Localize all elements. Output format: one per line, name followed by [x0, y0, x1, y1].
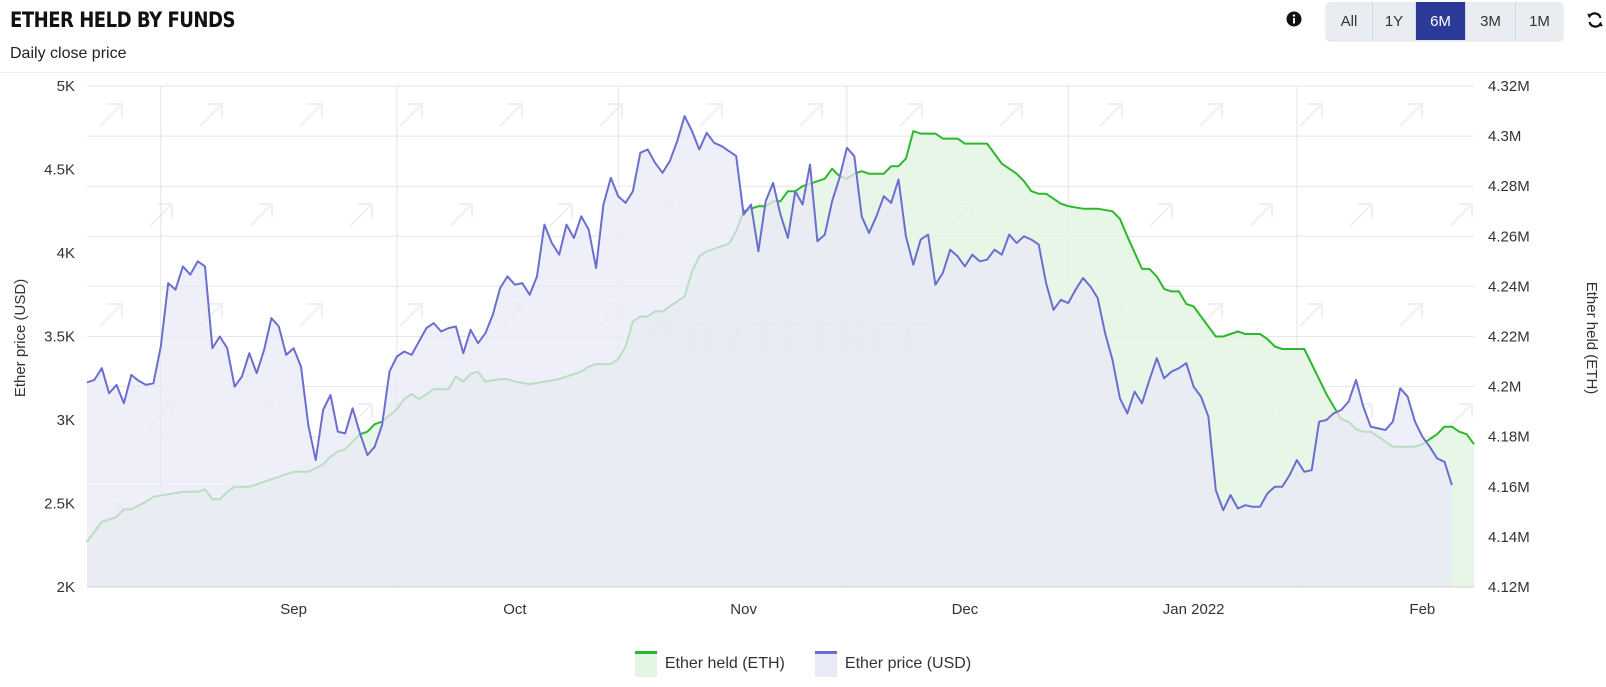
- range-button-3m[interactable]: 3M: [1466, 2, 1516, 40]
- series-line: [86, 115, 1453, 512]
- legend: Ether held (ETH) Ether price (USD): [0, 648, 1606, 680]
- y-left-tick-label: 5K: [57, 78, 75, 95]
- y-right-axis-title: Ether held (ETH): [1583, 282, 1600, 395]
- legend-item[interactable]: Ether price (USD): [814, 651, 972, 677]
- info-icon[interactable]: [1286, 11, 1302, 27]
- y-right-tick-label: 4.24M: [1488, 278, 1530, 295]
- y-right-tick-label: 4.16M: [1488, 479, 1530, 496]
- y-right-tick-label: 4.22M: [1488, 329, 1530, 346]
- range-button-1m[interactable]: 1M: [1516, 2, 1563, 40]
- y-left-tick-label: 2.5K: [44, 496, 75, 513]
- chart-header: ETHER HELD BY FUNDS Daily close price Al…: [0, 0, 1606, 72]
- y-left-tick-label: 3.5K: [44, 329, 75, 346]
- range-selector: All 1Y 6M 3M 1M: [1326, 2, 1563, 40]
- x-tick-label: Oct: [503, 601, 527, 618]
- legend-label: Ether held (ETH): [664, 655, 785, 672]
- x-tick-label: Dec: [952, 601, 979, 618]
- chart-subtitle: Daily close price: [10, 45, 127, 62]
- y-right-tick-label: 4.3M: [1488, 128, 1521, 145]
- range-button-6m[interactable]: 6M: [1416, 2, 1466, 40]
- header-divider: [0, 72, 1606, 73]
- legend-item[interactable]: Ether held (ETH): [634, 651, 785, 677]
- chart-title: ETHER HELD BY FUNDS: [10, 8, 236, 32]
- x-tick-label: Nov: [730, 601, 757, 618]
- legend-swatch: [634, 651, 657, 677]
- y-left-tick-label: 4K: [57, 245, 75, 262]
- legend-label: Ether price (USD): [844, 655, 972, 672]
- range-button-all[interactable]: All: [1326, 2, 1373, 40]
- y-left-axis-title: Ether price (USD): [12, 279, 29, 397]
- chart: BYTETREE 2K2.5K3K3.5K4K4.5K5K4.12M4.14M4…: [12, 78, 1600, 618]
- y-right-tick-label: 4.28M: [1488, 178, 1530, 195]
- series-area: [87, 116, 1452, 587]
- x-tick-label: Sep: [280, 601, 307, 618]
- y-left-tick-label: 3K: [57, 412, 75, 429]
- y-right-tick-label: 4.26M: [1488, 228, 1530, 245]
- y-right-tick-label: 4.2M: [1488, 379, 1521, 396]
- axes: 2K 2.5K 3K 3.5K 4K 4.5K 5K 4.12M 4.14M 4.16M 4.18M…: [12, 78, 1600, 618]
- y-left-tick-label: 2K: [57, 579, 75, 596]
- range-button-1y[interactable]: 1Y: [1373, 2, 1416, 40]
- x-tick-label: Feb: [1409, 601, 1435, 618]
- y-left-tick-label: 4.5K: [44, 162, 75, 179]
- refresh-icon[interactable]: [1586, 11, 1604, 29]
- series: [86, 115, 1475, 587]
- x-tick-label: Jan 2022: [1163, 601, 1225, 618]
- y-right-tick-label: 4.12M: [1488, 579, 1530, 596]
- y-right-tick-label: 4.32M: [1488, 78, 1530, 95]
- legend-swatch: [814, 651, 837, 677]
- y-right-tick-label: 4.18M: [1488, 429, 1530, 446]
- y-right-tick-label: 4.14M: [1488, 529, 1530, 546]
